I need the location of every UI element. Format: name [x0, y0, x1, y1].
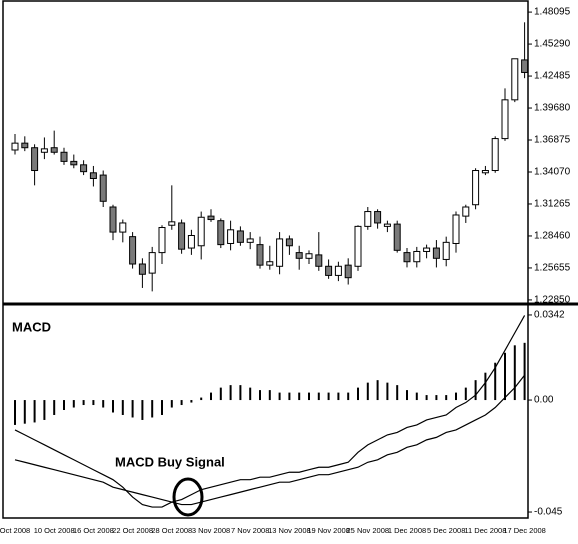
candle-body: [80, 164, 88, 173]
candle-body: [354, 225, 362, 267]
y-tick-label: 1.45290: [534, 39, 571, 50]
candle-body: [452, 214, 460, 244]
candle-body: [158, 227, 166, 254]
x-tick-label: 13 Nov 2008: [268, 526, 311, 535]
candle-body: [129, 236, 137, 265]
candle-body: [60, 151, 68, 162]
candle-body: [501, 99, 509, 140]
x-tick-label: 17 Dec 2008: [503, 526, 546, 535]
y-tick-label: 1.31265: [534, 199, 571, 210]
candle-body: [109, 206, 117, 233]
candle-body: [325, 265, 333, 276]
x-tick-label: 3 Nov 2008: [192, 526, 230, 535]
candle-body: [423, 247, 431, 252]
candle-body: [236, 230, 244, 243]
candle-body: [472, 170, 480, 206]
candle-body: [413, 250, 421, 263]
candle-body: [207, 215, 215, 221]
candle-body: [256, 244, 264, 266]
candle-body: [295, 252, 303, 259]
candle-body: [462, 206, 470, 217]
x-tick-label: 16 Oct 2008: [73, 526, 114, 535]
y-tick-label: 1.34070: [534, 167, 571, 178]
annotation-circle: [172, 477, 204, 517]
candle-body: [511, 58, 519, 101]
candle-body: [383, 223, 391, 227]
candle-body: [276, 238, 284, 267]
candle-body: [403, 252, 411, 263]
y-tick-label: 1.28460: [534, 231, 571, 242]
annotation: MACD Buy Signal: [115, 454, 225, 469]
x-tick-label: 28 Oct 2008: [151, 526, 192, 535]
candle-body: [89, 172, 97, 179]
y-tick-label: 1.25655: [534, 263, 571, 274]
candle-body: [305, 253, 313, 259]
candle-body: [187, 235, 195, 249]
candle-body: [442, 241, 450, 260]
y-tick-label: -0.045: [534, 507, 563, 518]
frame: [2, 0, 529, 519]
candle-body: [393, 223, 401, 251]
candle-body: [334, 265, 342, 276]
candle-body: [374, 211, 382, 224]
macd-line: [14, 374, 526, 506]
candle-body: [246, 238, 254, 243]
x-tick-label: Oct 2008: [0, 526, 30, 535]
candle-body: [266, 261, 274, 266]
macd-line: [14, 315, 526, 508]
candle-body: [521, 59, 529, 73]
candle-body: [364, 211, 372, 227]
y-tick-label: 0.0342: [534, 310, 565, 321]
x-tick-label: 11 Dec 2008: [464, 526, 506, 535]
candle-body: [168, 221, 176, 226]
candle-body: [227, 229, 235, 244]
candle-body: [481, 170, 489, 174]
candle-body: [491, 138, 499, 172]
y-tick-label: 0.00: [534, 395, 554, 406]
candle-body: [344, 264, 352, 279]
y-tick-label: 1.48095: [534, 7, 571, 18]
candle-body: [217, 220, 225, 246]
candle-body: [432, 247, 440, 259]
candle-body: [178, 222, 186, 250]
y-tick-label: 1.42485: [534, 71, 571, 82]
candle-body: [99, 174, 107, 202]
candle-body: [197, 216, 205, 247]
x-tick-label: 25 Nov 2008: [347, 526, 390, 535]
y-tick-label: 1.36875: [534, 135, 571, 146]
candle-body: [50, 147, 58, 153]
x-tick-label: 1 Dec 2008: [388, 526, 426, 535]
candle-body: [148, 252, 156, 274]
candle-body: [11, 142, 19, 151]
x-tick-label: 22 Oct 2008: [112, 526, 153, 535]
y-tick-label: 1.22850: [534, 295, 571, 306]
x-tick-label: 5 Dec 2008: [427, 526, 465, 535]
candle-body: [285, 238, 293, 247]
candle-body: [138, 263, 146, 275]
panel-title: MACD: [12, 319, 51, 334]
candle-body: [40, 148, 48, 153]
candle-body: [70, 160, 78, 166]
x-tick-label: 19 Nov 2008: [307, 526, 350, 535]
x-tick-label: 7 Nov 2008: [231, 526, 269, 535]
candle-body: [31, 147, 39, 172]
candle-body: [119, 222, 127, 233]
x-tick-label: 10 Oct 2008: [34, 526, 75, 535]
candle-body: [21, 142, 29, 149]
y-tick-label: 1.39680: [534, 103, 571, 114]
candle-body: [315, 254, 323, 267]
